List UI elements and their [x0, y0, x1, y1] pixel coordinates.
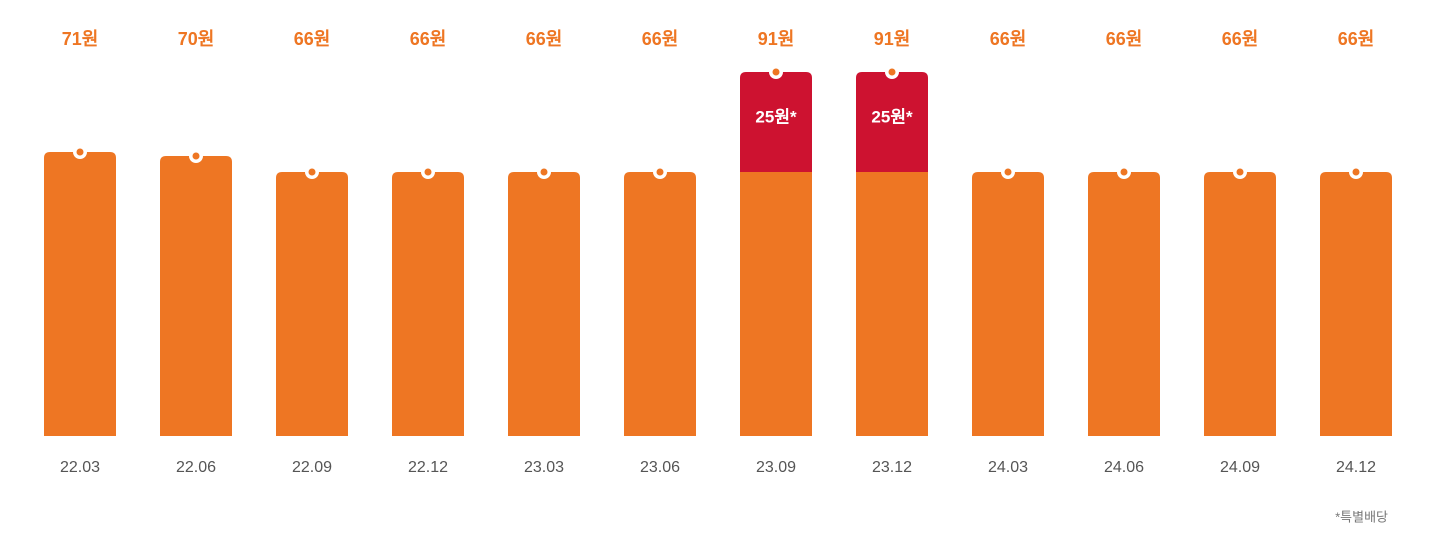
- footnote: *특별배당: [1335, 509, 1388, 524]
- bar-segment: [856, 72, 928, 172]
- x-tick-label: 22.06: [176, 459, 216, 476]
- x-tick-label: 23.12: [872, 459, 912, 476]
- total-label: 66원: [1106, 29, 1143, 49]
- bar-segment: [624, 172, 696, 436]
- total-label: 66원: [642, 29, 679, 49]
- x-tick-label: 23.06: [640, 459, 680, 476]
- x-tick-label: 22.12: [408, 459, 448, 476]
- segment-label: 25원*: [871, 107, 913, 126]
- total-label: 66원: [526, 29, 563, 49]
- bar-segment: [508, 172, 580, 436]
- total-label: 91원: [758, 29, 795, 49]
- top-marker-dot: [424, 168, 432, 176]
- total-label: 70원: [178, 29, 215, 49]
- total-label: 91원: [874, 29, 911, 49]
- top-marker-dot: [308, 168, 316, 176]
- top-marker-dot: [888, 68, 896, 76]
- top-marker-dot: [1236, 168, 1244, 176]
- total-label: 66원: [1222, 29, 1259, 49]
- bar-segment: [740, 172, 812, 436]
- x-tick-label: 22.09: [292, 459, 332, 476]
- bar-segment: [1204, 172, 1276, 436]
- bar-segment: [392, 172, 464, 436]
- top-marker-dot: [1004, 168, 1012, 176]
- total-label: 66원: [410, 29, 447, 49]
- total-label: 66원: [294, 29, 331, 49]
- bar-segment: [856, 172, 928, 436]
- x-tick-label: 24.09: [1220, 459, 1260, 476]
- bar-segment: [276, 172, 348, 436]
- top-marker-dot: [192, 152, 200, 160]
- x-tick-label: 22.03: [60, 459, 100, 476]
- segment-label: 25원*: [755, 107, 797, 126]
- bar-segment: [972, 172, 1044, 436]
- total-label: 71원: [62, 29, 99, 49]
- bar-segment: [44, 152, 116, 436]
- top-marker-dot: [1352, 168, 1360, 176]
- x-tick-label: 24.12: [1336, 459, 1376, 476]
- top-marker-dot: [1120, 168, 1128, 176]
- x-tick-label: 24.06: [1104, 459, 1144, 476]
- top-marker-dot: [656, 168, 664, 176]
- bar-segment: [1320, 172, 1392, 436]
- x-tick-label: 23.03: [524, 459, 564, 476]
- top-marker-dot: [540, 168, 548, 176]
- total-label: 66원: [1338, 29, 1375, 49]
- bar-segment: [1088, 172, 1160, 436]
- bar-segment: [160, 156, 232, 436]
- total-label: 66원: [990, 29, 1027, 49]
- bar-segment: [740, 72, 812, 172]
- x-tick-label: 24.03: [988, 459, 1028, 476]
- top-marker-dot: [76, 148, 84, 156]
- top-marker-dot: [772, 68, 780, 76]
- x-tick-label: 23.09: [756, 459, 796, 476]
